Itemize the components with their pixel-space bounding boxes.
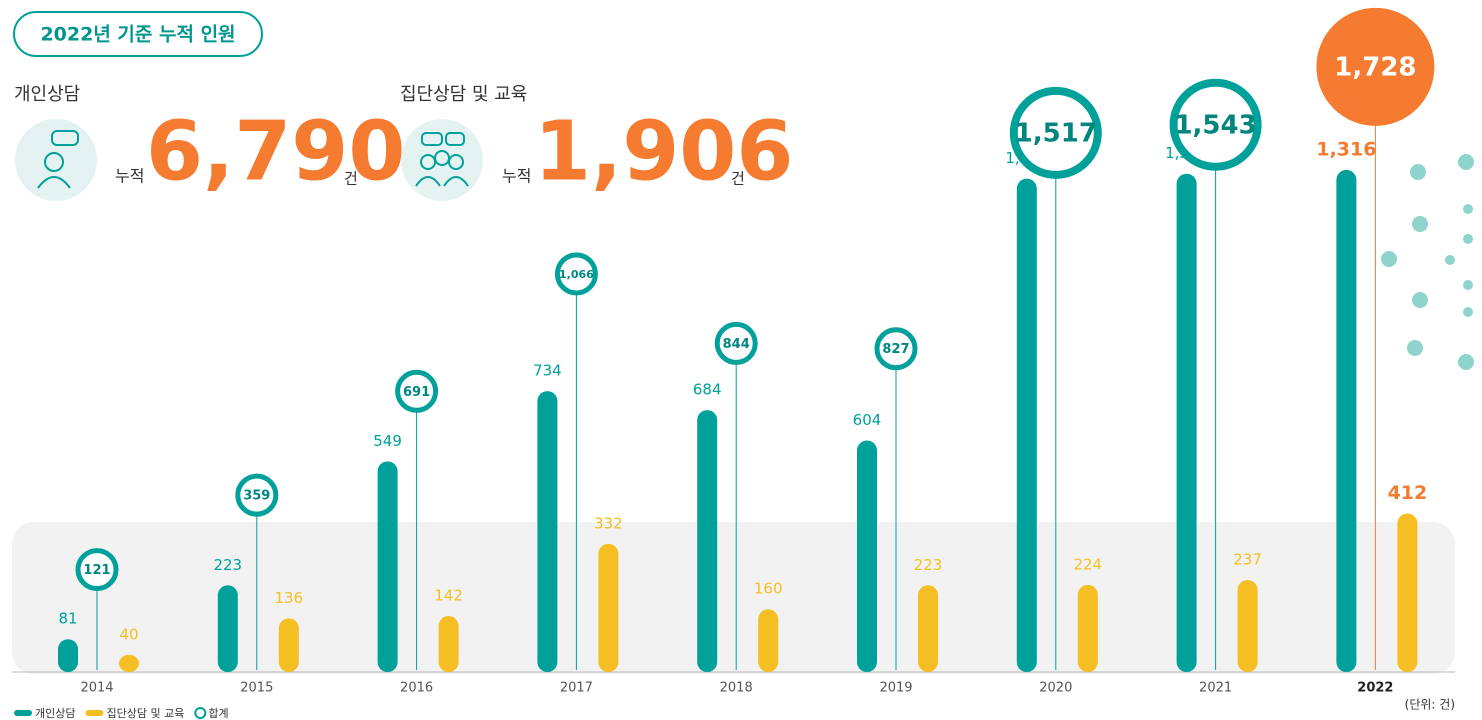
total-marker bbox=[395, 369, 439, 413]
summary-prefix: 누적 bbox=[502, 167, 531, 186]
legend-label: 개인상담 bbox=[35, 707, 75, 720]
value-label: 136 bbox=[274, 589, 303, 607]
summary-value: 6,790 bbox=[146, 104, 405, 199]
bar bbox=[1077, 584, 1098, 672]
icon-bg bbox=[15, 119, 97, 201]
value-label: 160 bbox=[754, 580, 783, 598]
summary-unit: 건 bbox=[731, 170, 745, 188]
value-label: 237 bbox=[1233, 550, 1262, 568]
value-label: 142 bbox=[434, 587, 463, 605]
total-marker bbox=[75, 548, 119, 592]
summary-label: 집단상담 및 교육 bbox=[400, 84, 527, 105]
bar bbox=[278, 618, 299, 672]
total-label: 121 bbox=[83, 563, 110, 578]
x-tick-label: 2022 bbox=[1357, 681, 1393, 696]
value-label: 549 bbox=[373, 432, 402, 450]
summary-label: 개인상담 bbox=[14, 84, 80, 105]
x-tick-label: 2021 bbox=[1199, 681, 1232, 696]
value-label: 81 bbox=[58, 610, 77, 628]
bar bbox=[697, 410, 718, 672]
badge bbox=[13, 11, 263, 57]
total-label: 844 bbox=[723, 337, 750, 352]
total-label: 1,066 bbox=[559, 268, 594, 281]
total-marker bbox=[554, 252, 598, 296]
bar bbox=[1336, 169, 1357, 673]
summary-prefix: 누적 bbox=[115, 167, 144, 186]
value-label: 224 bbox=[1073, 555, 1102, 573]
legend-label: 합계 bbox=[208, 707, 228, 720]
total-label: 359 bbox=[243, 489, 270, 504]
x-tick-label: 2018 bbox=[720, 681, 753, 696]
icon-bg bbox=[401, 119, 483, 201]
bar bbox=[119, 654, 139, 672]
total-label: 1,517 bbox=[1015, 118, 1097, 148]
bar bbox=[857, 440, 877, 672]
legend-swatch bbox=[85, 710, 104, 716]
bar bbox=[1397, 513, 1418, 672]
value-label: 1,316 bbox=[1316, 138, 1376, 160]
value-label: 223 bbox=[914, 556, 943, 574]
bar bbox=[1237, 579, 1258, 672]
legend-swatch bbox=[194, 707, 207, 719]
x-tick-label: 2017 bbox=[560, 681, 593, 696]
bar bbox=[58, 639, 78, 672]
total-marker bbox=[874, 327, 918, 371]
bar bbox=[758, 609, 779, 672]
bar bbox=[377, 461, 398, 672]
total-marker bbox=[1316, 7, 1435, 126]
total-label: 1,728 bbox=[1334, 52, 1416, 82]
badge-text: 2022년 기준 누적 인원 bbox=[40, 24, 235, 46]
value-label: 604 bbox=[853, 411, 882, 429]
x-tick-label: 2016 bbox=[400, 681, 433, 696]
total-label: 827 bbox=[882, 342, 909, 357]
bar bbox=[217, 585, 238, 672]
decor-dots bbox=[1381, 154, 1474, 370]
total-label: 691 bbox=[403, 385, 430, 400]
unit-note: (단위: 건) bbox=[1405, 698, 1455, 712]
total-marker bbox=[1169, 78, 1262, 171]
x-tick-label: 2014 bbox=[80, 681, 113, 696]
legend-swatch bbox=[14, 710, 32, 716]
bar bbox=[598, 543, 619, 672]
bar bbox=[438, 616, 459, 672]
total-label: 1,543 bbox=[1174, 110, 1256, 140]
bar bbox=[918, 585, 938, 672]
group-icon bbox=[415, 132, 469, 187]
value-label: 332 bbox=[594, 514, 623, 532]
value-label: 734 bbox=[533, 362, 562, 380]
x-tick-label: 2019 bbox=[879, 681, 912, 696]
bar bbox=[1176, 173, 1197, 672]
value-label: 412 bbox=[1388, 482, 1428, 504]
total-marker bbox=[235, 473, 279, 517]
value-label: 40 bbox=[119, 625, 138, 643]
bar bbox=[1016, 178, 1037, 672]
x-tick-label: 2015 bbox=[240, 681, 273, 696]
summary-unit: 건 bbox=[344, 170, 358, 188]
x-tick-label: 2020 bbox=[1039, 681, 1072, 696]
legend-label: 집단상담 및 교육 bbox=[106, 707, 184, 720]
value-label: 684 bbox=[693, 381, 722, 399]
total-marker bbox=[1009, 86, 1102, 179]
summary-value: 1,906 bbox=[534, 104, 793, 199]
total-marker bbox=[714, 321, 758, 365]
value-label: 223 bbox=[213, 556, 242, 574]
bar bbox=[537, 391, 558, 672]
person-icon bbox=[37, 130, 79, 189]
